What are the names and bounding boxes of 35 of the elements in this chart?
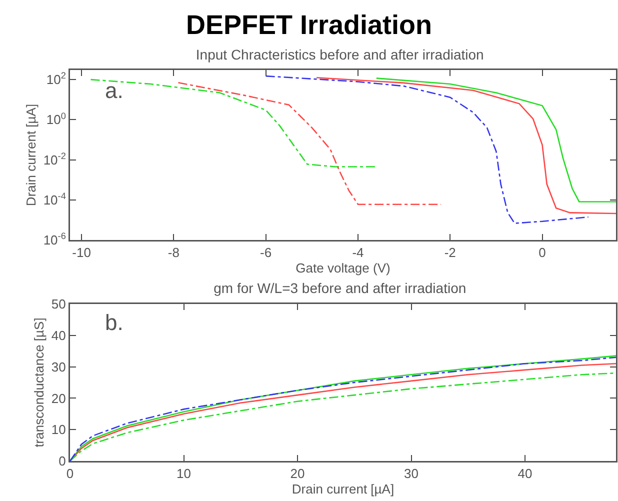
y-tick-label: 40	[51, 328, 66, 343]
x-axis-title: Gate voltage (V)	[296, 260, 390, 276]
y-tick-label: 30	[51, 359, 66, 374]
line-series	[178, 82, 442, 205]
x-tick-label: -2	[444, 245, 456, 260]
y-tick-label: 0	[58, 454, 66, 469]
y-tick-label: 10	[51, 422, 66, 438]
y-axis-title: transconductance [µS]	[32, 318, 47, 448]
chart-title: gm for W/L=3 before and after irradiation	[214, 280, 466, 296]
y-tick-label: 20	[51, 390, 66, 406]
x-axis-title: Drain current [µA]	[292, 481, 394, 496]
y-tick-label: 50	[51, 296, 66, 312]
x-tick-label: 40	[518, 466, 532, 482]
x-tick-label: 30	[404, 466, 418, 482]
chart-subtitle: Input Chracteristics before and after irradiation	[196, 46, 484, 62]
y-tick-label: 10$^{-6}$	[43, 231, 66, 248]
y-tick-label: 10$^{0}$	[46, 110, 66, 128]
line-series	[376, 78, 616, 202]
x-tick-label: 20	[290, 466, 305, 482]
y-tick-label: 10$^{-4}$	[43, 190, 66, 208]
line-series	[316, 76, 616, 214]
chart-title: DEPFET Irradiation	[184, 9, 434, 42]
y-tick-label: 10$^{2}$	[46, 70, 66, 88]
y-axis-title: Drain current [µA]	[24, 104, 39, 206]
x-tick-label: -4	[352, 245, 364, 260]
x-tick-label: -8	[168, 245, 180, 260]
y-tick-label: 10$^{-2}$	[43, 150, 66, 168]
line-series	[265, 75, 589, 224]
annotation: a.	[105, 78, 124, 103]
x-tick-label: 10	[176, 466, 191, 482]
x-tick-label: -10	[72, 245, 91, 260]
x-tick-label: 0	[538, 245, 546, 260]
annotation: b.	[105, 310, 124, 335]
line-series	[90, 78, 378, 168]
x-tick-label: -6	[260, 245, 272, 260]
